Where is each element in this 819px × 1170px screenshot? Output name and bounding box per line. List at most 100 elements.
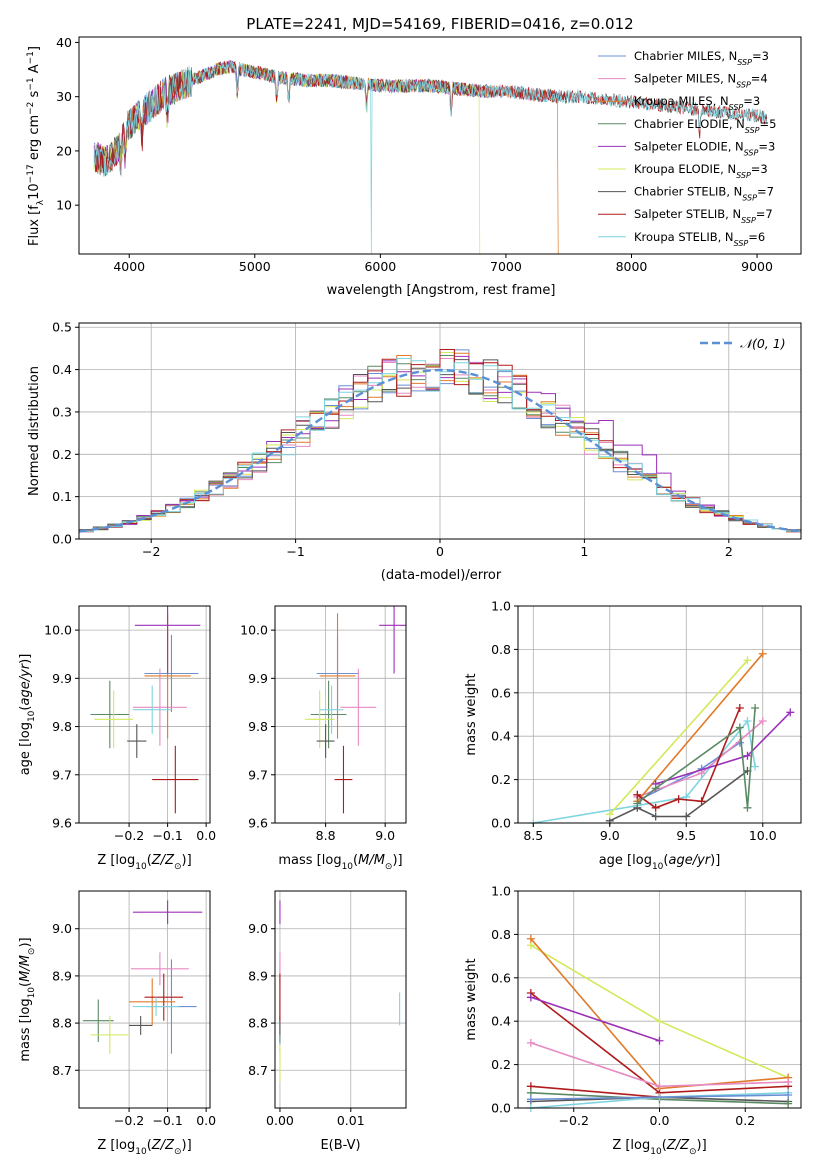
y-tick-label: 0.0 bbox=[491, 816, 511, 831]
weight-marker bbox=[526, 1038, 535, 1047]
mass_vs_Z-plot-area bbox=[82, 900, 203, 1054]
errorbar-chabrier_miles bbox=[144, 634, 199, 713]
weight-marker bbox=[735, 703, 744, 712]
weight_vs_age-plot-area bbox=[529, 649, 795, 827]
weight-marker bbox=[784, 1099, 793, 1108]
x-tick-label: 2 bbox=[725, 544, 733, 559]
y-tick-label: 20 bbox=[56, 143, 72, 158]
x-tick-label: 9.5 bbox=[676, 828, 696, 843]
histogram-kroupa_stelib bbox=[79, 358, 801, 532]
y-tick-label: 1.0 bbox=[491, 599, 511, 614]
y-tick-label: 9.7 bbox=[52, 767, 72, 782]
weight-marker bbox=[674, 795, 683, 804]
y-tick-label: 0.0 bbox=[491, 1101, 511, 1116]
x-tick-label: 8000 bbox=[616, 259, 648, 274]
axes-frame bbox=[517, 605, 802, 824]
residuals-panel: −2 −1 0 1 2 0.0 0.1 0.2 0.3 0.4 0.5 𝒩(0, 1) (data-mo… bbox=[27, 320, 802, 583]
y-axis-label: age [log10(age/yr)] bbox=[18, 654, 37, 776]
y-tick-label: 9.7 bbox=[248, 767, 268, 782]
weight-marker bbox=[655, 1017, 664, 1026]
weight-marker bbox=[743, 751, 752, 760]
weight-marker bbox=[633, 790, 642, 799]
errorbar-salpeter_elodie bbox=[134, 606, 201, 674]
x-axis-label: mass [log10(M/M⊙)] bbox=[278, 853, 402, 872]
y-tick-label: 1.0 bbox=[491, 884, 511, 899]
weight-marker bbox=[784, 1077, 793, 1086]
weight-marker bbox=[786, 708, 795, 717]
weight-marker bbox=[651, 803, 660, 812]
x-tick-label: 0 bbox=[436, 544, 444, 559]
weight-marker bbox=[655, 1036, 664, 1045]
y-tick-label: 0.4 bbox=[491, 1014, 511, 1029]
errorbar-kroupa_elodie bbox=[90, 1016, 130, 1054]
weight-marker bbox=[743, 656, 752, 665]
y-axis-label: mass [log10(M/M⊙)] bbox=[18, 937, 37, 1061]
age_vs_Z-panel: −0.2 −0.1 0.0 9.6 9.7 9.8 9.9 10.0 Z [log10(Z/Z⊙… bbox=[18, 605, 216, 872]
y-tick-label: 0.6 bbox=[491, 970, 511, 985]
x-tick-label: 6000 bbox=[364, 259, 396, 274]
x-tick-label: −0.2 bbox=[114, 1113, 144, 1128]
axes-frame bbox=[274, 890, 407, 1109]
y-axis-label: mass weight bbox=[464, 673, 479, 755]
y-tick-label: 10 bbox=[56, 198, 72, 213]
errorbar-kroupa_stelib bbox=[319, 685, 344, 734]
normal-curve bbox=[79, 368, 801, 533]
errorbar-chabrier_stelib bbox=[129, 1016, 153, 1035]
histogram-salpeter_stelib bbox=[79, 349, 801, 533]
y-tick-label: 9.0 bbox=[248, 921, 268, 936]
x-tick-label: −0.1 bbox=[152, 828, 182, 843]
legend-label: Chabrier STELIB, NSSP=7 bbox=[634, 185, 774, 203]
weight-marker bbox=[655, 1082, 664, 1091]
y-tick-label: 8.8 bbox=[248, 1016, 268, 1031]
errorbar-chabrier_elodie bbox=[310, 680, 347, 749]
x-axis-label: wavelength [Angstrom, rest frame] bbox=[327, 283, 556, 298]
y-tick-label: 0.0 bbox=[52, 532, 72, 547]
weight-marker bbox=[784, 1090, 793, 1099]
mass_vs_Z-panel: −0.2 −0.1 0.0 8.7 8.8 8.9 9.0 Z [log10(Z/Z⊙)] ma… bbox=[18, 890, 216, 1157]
weight-marker bbox=[758, 717, 767, 726]
weight_vs_age-panel: 8.5 9.0 9.5 10.0 0.0 0.2 0.4 0.6 0.8 1.0 age [log1… bbox=[464, 599, 802, 872]
x-tick-label: 9000 bbox=[741, 259, 773, 274]
legend-label: Salpeter STELIB, NSSP=7 bbox=[634, 207, 773, 225]
x-tick-label: −0.2 bbox=[114, 828, 144, 843]
axes-frame bbox=[78, 605, 211, 824]
errorbar-kroupa_stelib bbox=[132, 997, 180, 1017]
y-tick-label: 8.9 bbox=[52, 968, 72, 983]
spectrum-line-kroupa_stelib bbox=[93, 59, 768, 254]
y-tick-label: 10.0 bbox=[44, 623, 72, 638]
y-tick-label: 0.2 bbox=[491, 772, 511, 787]
weight-marker bbox=[526, 1095, 535, 1104]
y-tick-label: 9.6 bbox=[52, 816, 72, 831]
errorbar-salpeter_elodie bbox=[379, 606, 406, 674]
y-tick-label: 8.7 bbox=[248, 1063, 268, 1078]
weight-marker bbox=[751, 762, 760, 771]
y-tick-label: 0.5 bbox=[52, 320, 72, 335]
x-tick-label: 8.8 bbox=[316, 828, 336, 843]
spectrum-line-salpeter_stelib bbox=[93, 61, 768, 175]
errorbar-kroupa_miles bbox=[129, 978, 176, 1026]
legend-label: Kroupa MILES, NSSP=3 bbox=[634, 94, 760, 112]
y-tick-label: 30 bbox=[56, 89, 72, 104]
x-tick-label: 8.5 bbox=[523, 828, 543, 843]
errorbar-kroupa_miles bbox=[319, 613, 356, 739]
weight-marker bbox=[735, 723, 744, 732]
x-tick-label: 4000 bbox=[113, 259, 145, 274]
weight-marker bbox=[758, 649, 767, 658]
figure-title: PLATE=2241, MJD=54169, FIBERID=0416, z=0… bbox=[246, 15, 633, 33]
y-tick-label: 8.8 bbox=[52, 1016, 72, 1031]
weight-marker bbox=[743, 717, 752, 726]
y-axis-label: Normed distribution bbox=[27, 366, 42, 496]
errorbar-kroupa_elodie bbox=[304, 690, 335, 749]
weight-marker bbox=[743, 803, 752, 812]
weight-marker bbox=[751, 703, 760, 712]
x-tick-label: 9.0 bbox=[375, 828, 395, 843]
errorbar-salpeter_stelib bbox=[144, 973, 184, 1021]
x-tick-label: 0.0 bbox=[196, 1113, 216, 1128]
age_vs_Z-plot-area bbox=[90, 606, 201, 814]
errorbar-chabrier_elodie bbox=[90, 680, 130, 749]
y-tick-label: 8.9 bbox=[248, 968, 268, 983]
y-tick-label: 10.0 bbox=[240, 623, 268, 638]
errorbar-chabrier_stelib bbox=[127, 724, 147, 758]
y-tick-label: 9.0 bbox=[52, 921, 72, 936]
